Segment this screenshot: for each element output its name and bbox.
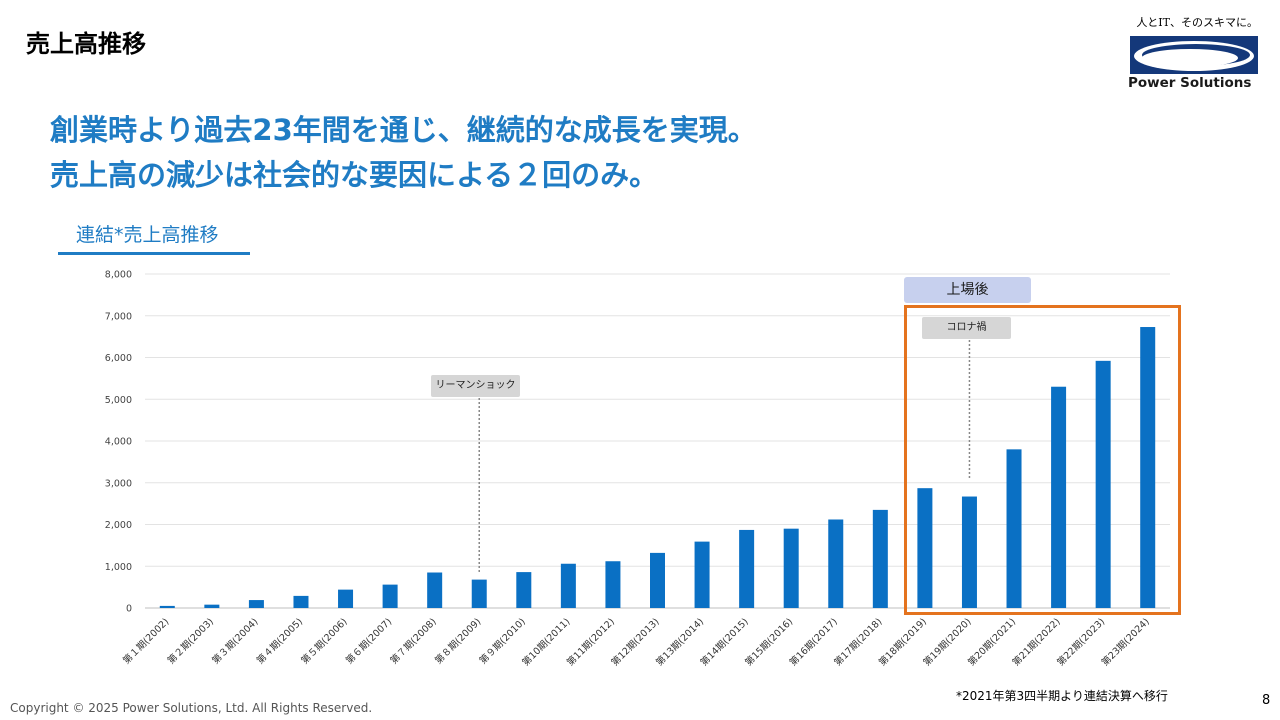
bar <box>783 528 799 608</box>
x-tick-label: 第23期(2024) <box>1099 616 1152 669</box>
y-tick-label: 5,000 <box>105 395 132 406</box>
page-number: 8 <box>1262 693 1271 708</box>
x-tick-label: 第５期(2006) <box>299 616 350 667</box>
y-tick-label: 3,000 <box>105 478 132 489</box>
x-tick-label: 第７期(2008) <box>388 616 439 667</box>
y-tick-label: 2,000 <box>105 520 132 531</box>
y-tick-label: 6,000 <box>105 353 132 364</box>
headline-line-2: 売上高の減少は社会的な要因による２回のみ。 <box>50 158 659 192</box>
corona-callout: コロナ禍 <box>922 317 1011 339</box>
bar <box>1095 360 1111 608</box>
power-solutions-logo-icon <box>1130 36 1258 74</box>
page-title: 売上高推移 <box>26 30 146 58</box>
copyright: Copyright © 2025 Power Solutions, Ltd. A… <box>10 701 373 715</box>
bar <box>159 605 175 608</box>
footnote: *2021年第3四半期より連結決算へ移行 <box>956 689 1168 703</box>
company-logo: 人とIT、そのスキマに。 Power Solutions <box>1118 14 1264 94</box>
bar <box>560 563 576 608</box>
bar <box>516 572 532 608</box>
bar <box>382 584 398 608</box>
y-tick-label: 8,000 <box>105 270 132 281</box>
y-tick-label: 7,000 <box>105 311 132 322</box>
bar <box>1006 449 1022 608</box>
y-tick-label: 1,000 <box>105 562 132 573</box>
logo-name: Power Solutions <box>1128 75 1252 91</box>
logo-tagline: 人とIT、そのスキマに。 <box>1136 16 1258 29</box>
bar <box>248 600 264 608</box>
y-tick-label: 0 <box>126 604 132 615</box>
x-tick-label: 第６期(2007) <box>343 616 394 667</box>
headline-line-1: 創業時より過去23年間を通じ、継続的な成長を実現。 <box>50 113 757 147</box>
bar <box>204 604 220 608</box>
bar <box>694 541 710 608</box>
x-tick-label: 第８期(2009) <box>432 616 483 667</box>
bar <box>1140 327 1156 608</box>
post-ipo-label: 上場後 <box>904 277 1031 303</box>
x-tick-label: 第９期(2010) <box>477 616 528 667</box>
bar <box>293 595 309 608</box>
bar <box>427 572 443 608</box>
x-tick-label: 第１期(2002) <box>120 616 171 667</box>
chart-title: 連結*売上高推移 <box>76 224 219 246</box>
bar <box>338 589 354 608</box>
bar <box>872 509 888 608</box>
post-ipo-highlight-frame <box>904 305 1181 615</box>
bar <box>917 488 933 608</box>
bar <box>961 496 977 608</box>
bar <box>650 552 665 608</box>
bar <box>739 529 755 608</box>
lehman-shock-callout: リーマンショック <box>431 375 520 397</box>
x-tick-label: 第４期(2005) <box>254 616 305 667</box>
x-tick-label: 第２期(2003) <box>165 616 216 667</box>
bar <box>828 519 844 608</box>
y-tick-label: 4,000 <box>105 437 132 448</box>
x-tick-label: 第３期(2004) <box>210 616 261 667</box>
bar <box>605 561 621 608</box>
chart-title-underline <box>58 252 250 255</box>
headline: 創業時より過去23年間を通じ、継続的な成長を実現。 売上高の減少は社会的な要因に… <box>50 108 757 198</box>
bar <box>1051 386 1067 608</box>
bar <box>471 579 487 608</box>
